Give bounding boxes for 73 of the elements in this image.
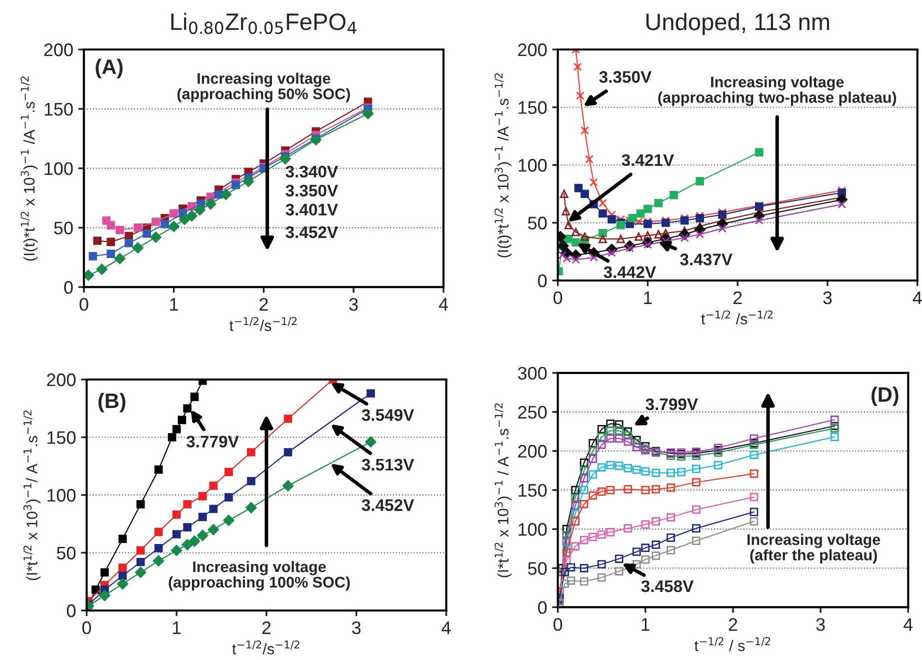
y-tick-label: 200 bbox=[47, 373, 76, 386]
x-tick-label: 1 bbox=[172, 622, 181, 634]
x-tick-label: 4 bbox=[438, 298, 448, 311]
x-tick-label: 1 bbox=[644, 292, 652, 304]
x-axis-title: t$^{−1/2}$ /s$^{−1/2}$ bbox=[701, 310, 773, 324]
x-tick-label: 0 bbox=[553, 618, 562, 631]
x-axis-title: t$^{−1/2}$ / s$^{−1/2}$ bbox=[694, 637, 770, 652]
annotation: 3.799V bbox=[646, 398, 698, 410]
annotation: Increasing voltage (approaching 50% SOC) bbox=[177, 72, 350, 102]
y-tick-label: 0 bbox=[538, 601, 547, 614]
x-tick-label: 2 bbox=[733, 291, 742, 304]
x-tick-label: 0 bbox=[82, 621, 91, 634]
x-tick-label: 4 bbox=[442, 622, 451, 634]
annotation: (B) bbox=[98, 392, 126, 412]
annotation: 3.458V bbox=[641, 580, 694, 592]
y-tick-label: 100 bbox=[518, 523, 547, 536]
y-tick-label: 100 bbox=[48, 488, 76, 502]
y-tick-label: 200 bbox=[518, 43, 547, 56]
annotation: 3.401V bbox=[286, 204, 338, 216]
y-tick-label: 50 bbox=[56, 546, 76, 560]
annotation: 3.452V bbox=[362, 499, 414, 512]
annotation: Increasing voltage (after the plateau) bbox=[748, 534, 880, 564]
x-tick-label: 3 bbox=[352, 621, 361, 634]
x-axis-title: t$^{−1/2}$/s$^{−1/2}$ bbox=[232, 640, 300, 654]
text: (I*t$^{1/2}$ x 10$^{3}$)$^{−1}$/ A$^{−1}$.s$^{−1/2}$ bbox=[23, 410, 40, 580]
y-tick-label: 150 bbox=[44, 102, 73, 116]
y-tick-label: 200 bbox=[44, 43, 73, 56]
annotation: 3.779V bbox=[186, 436, 239, 448]
x-axis-title: t$^{−1/2}$/s$^{−1/2}$ bbox=[229, 317, 297, 332]
x-tick-label: 3 bbox=[823, 291, 832, 304]
annotation: Increasing voltage (approaching two-phase plateau) bbox=[658, 76, 896, 106]
x-tick-label: 3 bbox=[816, 618, 825, 631]
y-tick-label: 0 bbox=[538, 274, 547, 288]
x-tick-label: 1 bbox=[170, 298, 178, 311]
annotation: 3.452V bbox=[286, 226, 338, 238]
y-tick-label: 0 bbox=[64, 281, 73, 294]
x-tick-label: 3 bbox=[349, 298, 358, 311]
y-tick-label: 100 bbox=[518, 158, 547, 172]
y-tick-label: 150 bbox=[518, 484, 547, 497]
y-tick-label: 300 bbox=[518, 366, 547, 380]
x-tick-label: 0 bbox=[553, 291, 562, 304]
annotation: 3.513V bbox=[362, 458, 414, 471]
y-tick-label: 50 bbox=[54, 222, 73, 234]
text: (I(t)*t$^{1/2}$ x 10$^{3}$)$^{−1}$ /A$^{−1}$.s$^{−1/2}$ bbox=[494, 73, 512, 258]
y-tick-label: 0 bbox=[66, 604, 76, 618]
x-tick-label: 0 bbox=[80, 298, 88, 311]
x-tick-label: 2 bbox=[260, 298, 268, 311]
annotation: (A) bbox=[96, 58, 123, 78]
x-tick-label: 2 bbox=[728, 618, 738, 631]
y-tick-label: 100 bbox=[44, 162, 73, 176]
annotation: (D) bbox=[872, 386, 898, 406]
annotation: 3.340V bbox=[286, 166, 338, 178]
chart-title: Undoped, 113 nm bbox=[646, 12, 830, 35]
annotation: 3.350V bbox=[286, 184, 338, 197]
y-tick-label: 250 bbox=[518, 406, 547, 419]
annotation: 3.421V bbox=[622, 154, 674, 166]
y-tick-label: 50 bbox=[528, 216, 547, 230]
text: (I*t$^{1/2}$ x 10$^{3}$)$^{−1}$ / A$^{−1}$.s$^{−1/2}$ bbox=[494, 403, 512, 578]
x-tick-label: 4 bbox=[904, 618, 913, 631]
annotation: 3.350V bbox=[599, 71, 652, 83]
annotation: 3.437V bbox=[680, 254, 732, 266]
annotation: 3.442V bbox=[604, 266, 656, 278]
chart-title: Li$_{0.80}$Zr$_{0.05}$FePO$_{4}$ bbox=[171, 12, 356, 34]
x-tick-label: 1 bbox=[642, 618, 650, 631]
x-tick-label: 2 bbox=[262, 621, 271, 634]
x-tick-label: 4 bbox=[912, 292, 922, 304]
y-tick-label: 150 bbox=[48, 431, 76, 444]
y-tick-label: 200 bbox=[518, 444, 547, 458]
y-tick-label: 50 bbox=[528, 562, 547, 575]
annotation: Increasing voltage (approaching 100% SOC) bbox=[168, 560, 350, 591]
y-tick-label: 150 bbox=[518, 101, 547, 114]
annotation: 3.549V bbox=[362, 409, 414, 421]
text: (I(t)*t$^{1/2}$ x 10$^{3}$)$^{−1}$ /A$^{−1}$.s$^{−1/2}$ bbox=[20, 76, 38, 261]
